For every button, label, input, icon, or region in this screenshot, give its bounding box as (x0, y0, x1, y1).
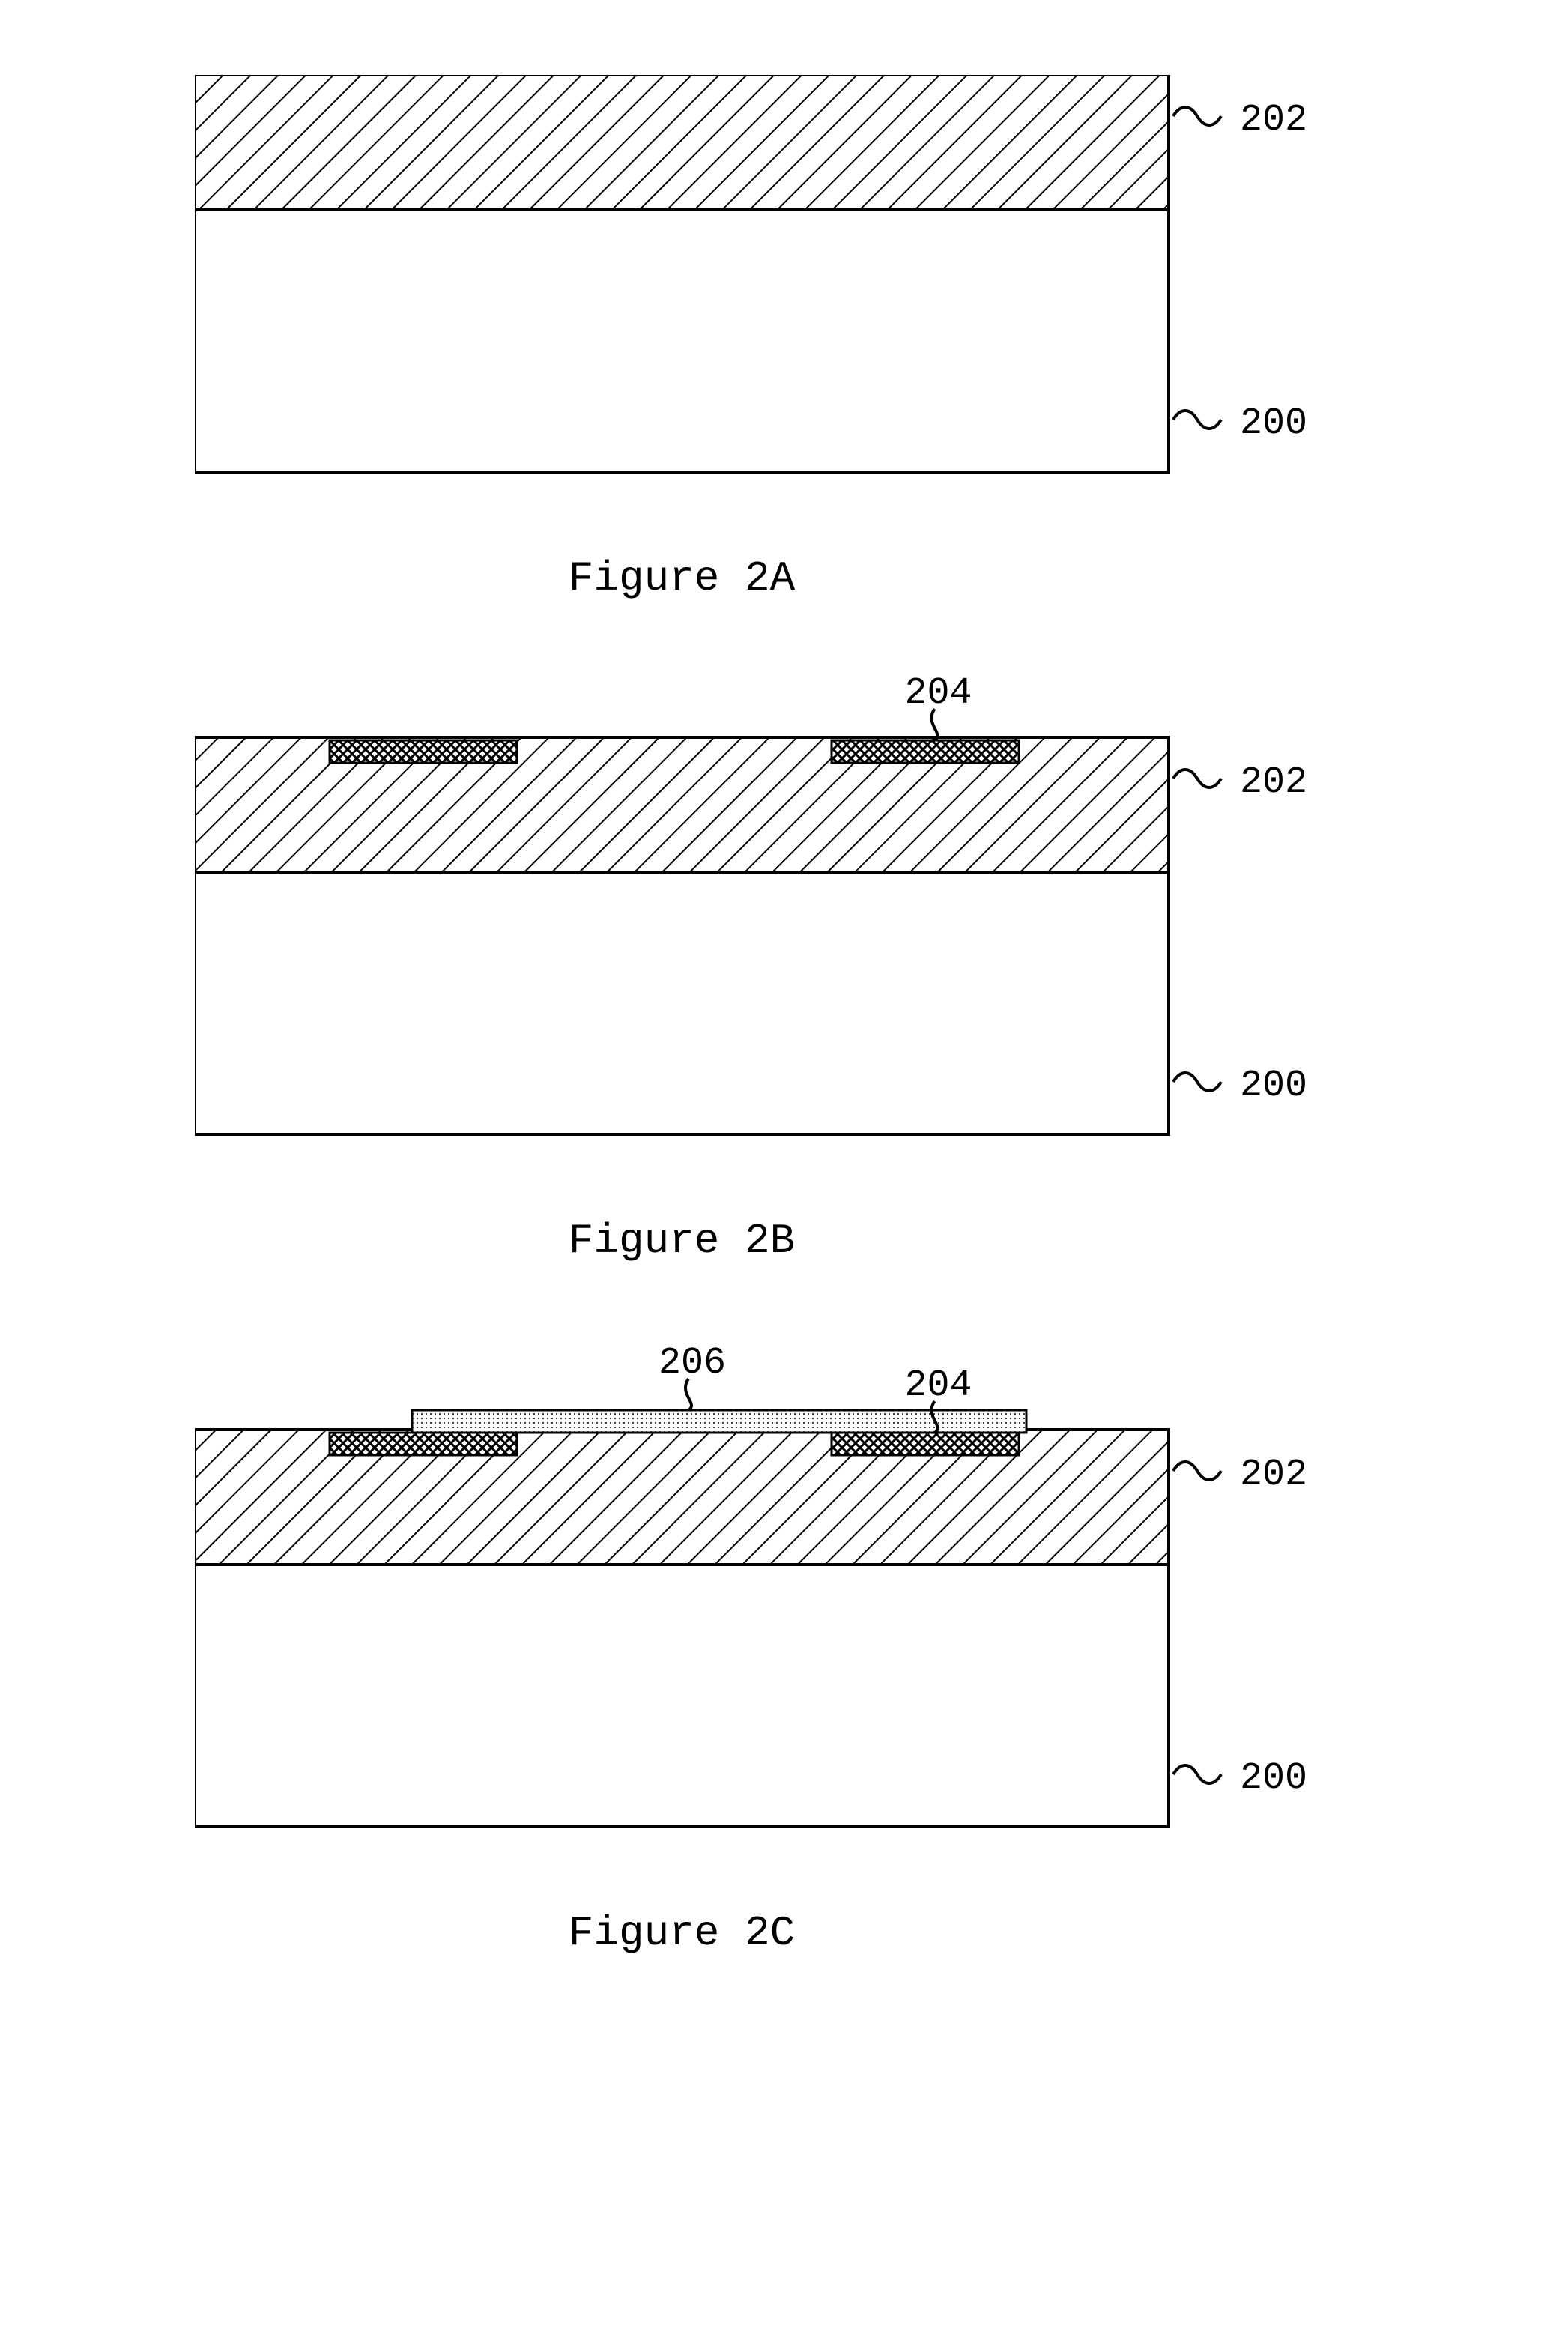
crosshatch-right (832, 1433, 1019, 1455)
fig2a-caption: Figure 2A (195, 554, 1169, 602)
crosshatch-left (330, 1433, 517, 1455)
fig2c-caption: Figure 2C (195, 1909, 1169, 1957)
label-204-label: 204 (905, 677, 972, 715)
label-202-label: 202 (1240, 99, 1307, 142)
substrate-layer (195, 210, 1169, 472)
substrate-layer (195, 872, 1169, 1134)
label-200-label: 200 (1240, 1065, 1307, 1107)
label-200-leader (1173, 1073, 1221, 1091)
label-202-leader (1173, 1462, 1221, 1480)
label-200-label: 200 (1240, 1757, 1307, 1800)
fig2b-caption: Figure 2B (195, 1217, 1169, 1265)
label-202-label: 202 (1240, 1454, 1307, 1496)
fig2a-svg: 202 200 (195, 75, 1431, 502)
label-200-label: 200 (1240, 402, 1307, 445)
fig2b-svg: 204 202 200 (195, 677, 1431, 1164)
fig2c-svg: 206 204 202 200 (195, 1340, 1431, 1857)
label-200-leader (1173, 411, 1221, 429)
label-202-label: 202 (1240, 761, 1307, 804)
hatched-layer (195, 75, 1169, 210)
label-200-leader (1173, 1765, 1221, 1783)
crosshatch-right (832, 740, 1019, 763)
label-202-leader (1173, 107, 1221, 125)
label-204-label: 204 (905, 1364, 972, 1407)
label-206-label: 206 (659, 1342, 726, 1385)
substrate-layer (195, 1564, 1169, 1827)
label-202-leader (1173, 770, 1221, 787)
crosshatch-left (330, 740, 517, 763)
